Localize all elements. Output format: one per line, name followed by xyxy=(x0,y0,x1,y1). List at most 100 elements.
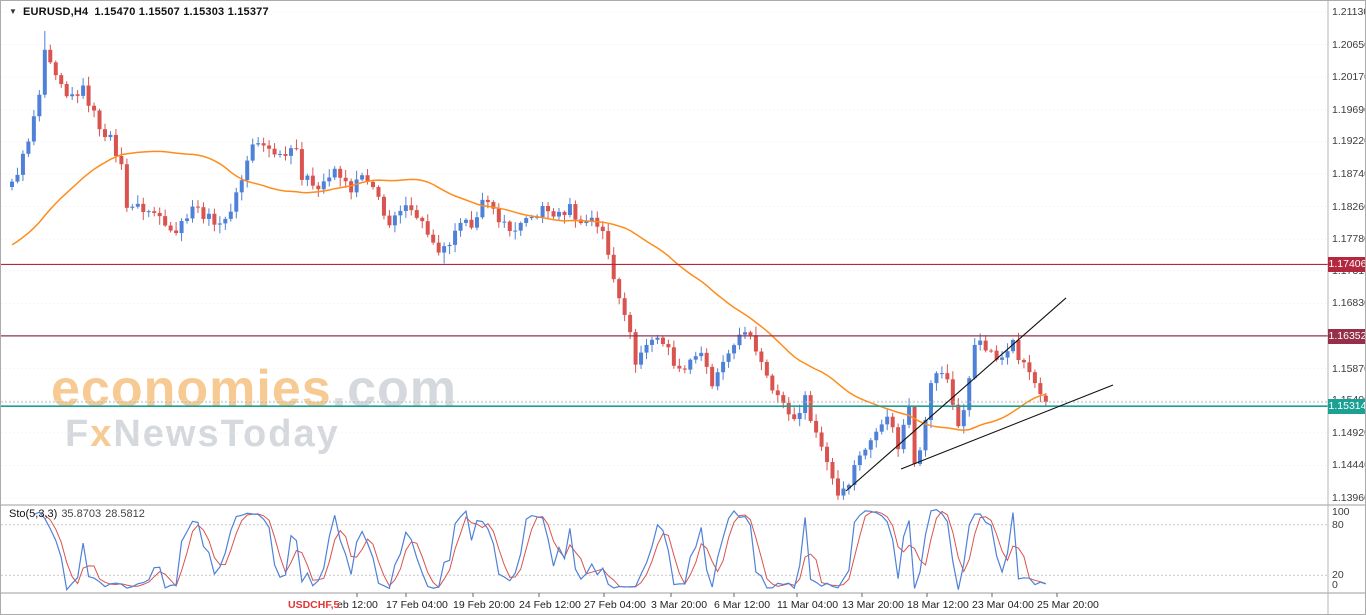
candle-body-down xyxy=(365,175,370,182)
candle-body-up xyxy=(688,359,693,370)
candle-body-up xyxy=(217,223,222,225)
candle-body-up xyxy=(398,210,403,216)
candle-body-up xyxy=(513,230,518,232)
time-axis-label[interactable]: 18 Mar 12:00 xyxy=(907,599,969,611)
candle-body-down xyxy=(272,148,277,155)
time-axis-label[interactable]: 25 Mar 20:00 xyxy=(1037,599,1099,611)
candle-body-down xyxy=(102,129,107,138)
candle-body-down xyxy=(163,216,168,226)
stochastic-signal-line xyxy=(44,510,1046,588)
candle-body-up xyxy=(130,206,135,208)
candle-body-down xyxy=(409,205,414,211)
candle-body-up xyxy=(715,372,720,387)
stochastic-name: Sto(5,3,3) xyxy=(9,508,58,520)
time-axis-label[interactable]: 17 Feb 04:00 xyxy=(386,599,448,611)
candle-body-down xyxy=(956,404,961,427)
candle-body-down xyxy=(53,62,58,76)
candle-body-up xyxy=(841,488,846,496)
time-axis-label[interactable]: 3 Mar 20:00 xyxy=(651,599,708,611)
stochastic-d-value: 28.5812 xyxy=(105,508,145,520)
candle-body-up xyxy=(863,449,868,456)
candle-body-up xyxy=(206,213,211,219)
time-axis-label[interactable]: 23 Mar 04:00 xyxy=(972,599,1034,611)
candle-body-down xyxy=(994,350,999,360)
symbol-dropdown-icon[interactable]: ▼ xyxy=(9,7,17,16)
candle-body-up xyxy=(327,177,332,182)
candle-body-down xyxy=(792,414,797,420)
candle-body-down xyxy=(349,181,354,193)
secondary-symbol-label[interactable]: USDCHF,5 xyxy=(288,599,340,611)
candle-body-down xyxy=(48,49,53,63)
candle-body-down xyxy=(507,221,512,232)
candle-body-up xyxy=(70,94,75,97)
time-axis-label[interactable]: 11 Mar 04:00 xyxy=(777,599,839,611)
time-axis-label[interactable]: 24 Feb 12:00 xyxy=(519,599,581,611)
stochastic-main-line xyxy=(33,509,1046,591)
candle-body-up xyxy=(742,332,747,335)
candle-body-down xyxy=(617,279,622,299)
candle-body-up xyxy=(567,204,572,216)
trendline xyxy=(900,384,1114,470)
time-axis-label[interactable]: eb 12:00 xyxy=(337,599,378,611)
candle-body-down xyxy=(633,332,638,365)
candle-body-down xyxy=(174,230,179,234)
price-axis-label: 1.14440 xyxy=(1332,459,1365,472)
time-axis-label[interactable]: 13 Mar 20:00 xyxy=(842,599,904,611)
candle-body-down xyxy=(59,75,64,85)
trendline xyxy=(845,297,1067,492)
candle-body-up xyxy=(699,352,704,357)
candle-body-up xyxy=(693,356,698,360)
price-axis-label: 1.20170 xyxy=(1332,71,1365,84)
candle-body-up xyxy=(26,141,31,154)
candle-body-down xyxy=(496,208,501,223)
time-axis-label[interactable]: 6 Mar 12:00 xyxy=(714,599,771,611)
candle-body-down xyxy=(786,402,791,415)
time-axis-label[interactable]: 19 Feb 20:00 xyxy=(453,599,515,611)
candle-body-up xyxy=(655,337,660,340)
stochastic-axis-label: 80 xyxy=(1332,518,1344,531)
candle-body-up xyxy=(250,144,255,161)
candle-body-up xyxy=(10,181,14,188)
candle-body-down xyxy=(157,212,162,217)
candle-body-up xyxy=(447,244,452,247)
candle-body-down xyxy=(890,416,895,428)
candle-body-up xyxy=(518,222,523,231)
candle-body-up xyxy=(20,153,25,175)
time-axis-label[interactable]: 27 Feb 04:00 xyxy=(584,599,646,611)
candle-body-down xyxy=(371,181,376,188)
chart-header: EURUSD,H4 1.15470 1.15507 1.15303 1.15377 xyxy=(23,6,269,18)
candle-body-down xyxy=(611,254,616,280)
candle-body-up xyxy=(961,410,966,427)
candle-body-down xyxy=(86,85,91,106)
candle-body-up xyxy=(874,431,879,441)
candle-body-down xyxy=(781,395,786,403)
candle-body-down xyxy=(343,177,348,182)
candle-body-down xyxy=(124,164,129,208)
candle-body-down xyxy=(1043,395,1048,402)
candle-body-down xyxy=(748,332,753,336)
candle-body-up xyxy=(239,180,244,193)
candle-body-up xyxy=(737,334,742,346)
candle-body-up xyxy=(146,211,151,213)
price-axis-label: 1.21130 xyxy=(1332,6,1366,18)
candle-body-down xyxy=(201,207,206,219)
candle-body-up xyxy=(185,218,190,221)
candle-body-up xyxy=(453,230,458,245)
candle-body-up xyxy=(732,345,737,354)
candle-body-down xyxy=(660,337,665,344)
candle-body-down xyxy=(141,203,146,213)
candle-body-up xyxy=(108,134,113,138)
candle-body-down xyxy=(622,298,627,315)
candle-body-up xyxy=(639,352,644,365)
candle-body-down xyxy=(294,148,299,150)
candle-body-down xyxy=(420,217,425,222)
candle-body-up xyxy=(885,416,890,425)
candle-body-up xyxy=(321,181,326,190)
watermark-fxnewstoday: FxNewsToday xyxy=(65,413,340,456)
watermark-f: F xyxy=(65,413,91,455)
candle-body-down xyxy=(606,231,611,255)
candle-body-up xyxy=(529,217,534,219)
watermark-x: x xyxy=(90,413,114,455)
price-axis-label: 1.20650 xyxy=(1332,38,1365,51)
